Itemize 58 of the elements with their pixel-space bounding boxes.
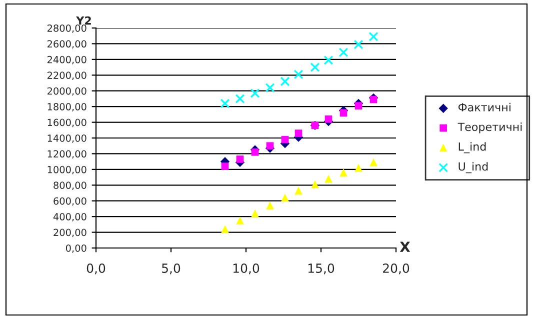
x-axis-title: X: [400, 242, 410, 252]
point: [324, 55, 334, 65]
point: [338, 48, 348, 58]
point: [266, 202, 274, 210]
y-axis-title: Y2: [76, 16, 91, 25]
x-tick-label: 5,0: [162, 264, 180, 274]
y-tick-label: 800,00: [54, 182, 86, 190]
y-tick-label: 1600,00: [48, 118, 86, 128]
y-tick-label: 1800,00: [48, 103, 86, 112]
point: [220, 98, 230, 108]
y-tick-label: 0,00: [66, 244, 86, 253]
point: [324, 115, 332, 123]
point: [281, 136, 289, 144]
point: [370, 96, 378, 104]
point: [221, 162, 229, 170]
y-tick-label: 2400,00: [47, 56, 86, 64]
x-tick-label: 0,0: [86, 264, 106, 274]
y-tick-label: 1000,00: [48, 166, 86, 174]
point: [236, 216, 244, 224]
point: [265, 82, 275, 92]
point: [354, 102, 362, 110]
point: [311, 180, 319, 188]
point: [235, 94, 245, 104]
point: [266, 142, 274, 150]
point: [340, 168, 348, 176]
y-tick-label: 2000,00: [47, 87, 86, 96]
y-tick-label: 1400,00: [48, 134, 86, 143]
point: [368, 32, 378, 42]
point: [280, 76, 290, 86]
point: [281, 194, 289, 202]
point: [354, 40, 364, 50]
point: [251, 148, 259, 156]
legend-label: Фактичні: [458, 102, 510, 112]
legend-label: U_ind: [458, 162, 488, 174]
point: [236, 156, 244, 163]
y-tick-label: 400,00: [53, 213, 86, 222]
point: [310, 62, 320, 72]
point: [250, 88, 260, 98]
y-tick-label: 2600,00: [47, 40, 86, 49]
legend-label: Теоретичні: [458, 122, 522, 134]
x-tick-label: 10,0: [233, 264, 260, 274]
point: [221, 225, 229, 234]
point: [370, 158, 378, 166]
point: [354, 164, 362, 172]
legend-label: L_ind: [458, 142, 486, 154]
y-tick-label: 600,00: [54, 197, 86, 206]
y-tick-label: 200,00: [54, 228, 86, 238]
point: [340, 109, 348, 117]
y-tick-label: 2800,00: [47, 24, 86, 33]
point: [324, 174, 332, 183]
y-tick-label: 1200,00: [48, 150, 86, 159]
x-tick-label: 15,0: [308, 264, 334, 274]
point: [251, 210, 259, 218]
point: [294, 186, 302, 195]
x-tick-label: 20,0: [383, 264, 410, 274]
y-tick-label: 2200,00: [47, 72, 86, 80]
point: [294, 130, 302, 137]
point: [294, 70, 304, 80]
